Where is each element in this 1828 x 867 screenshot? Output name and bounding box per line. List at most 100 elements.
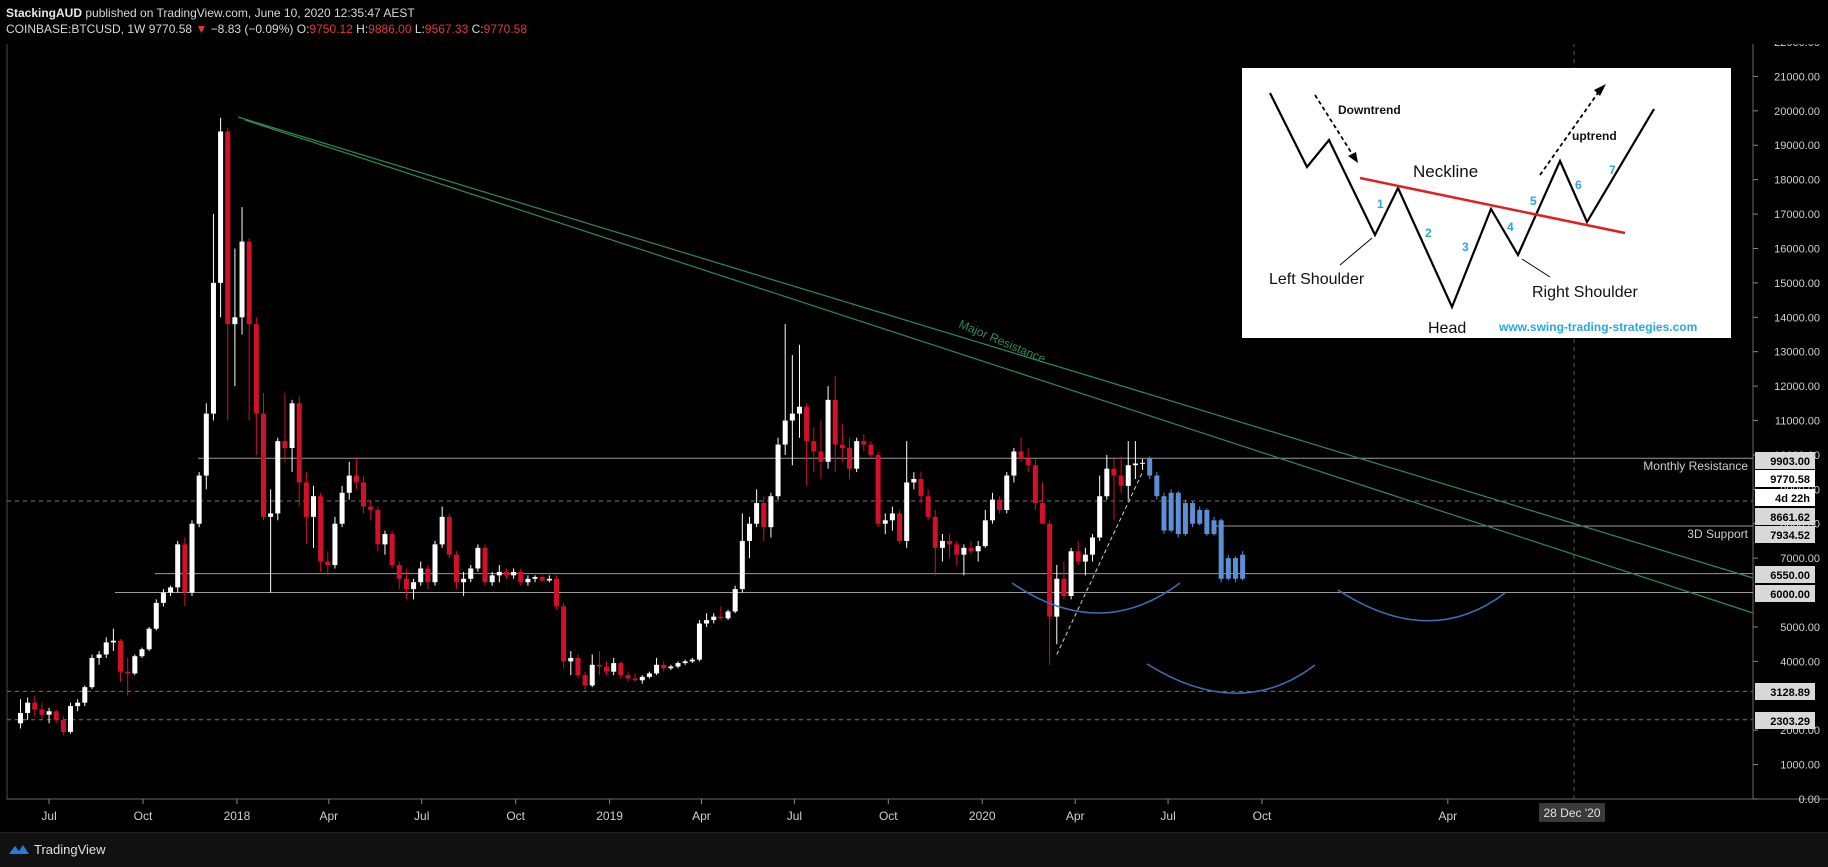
- candle-body: [625, 675, 631, 679]
- candle-body: [711, 616, 717, 621]
- price-label-box: [1755, 526, 1815, 543]
- time-tick-label: Apr: [692, 809, 711, 823]
- candle-body: [682, 661, 688, 664]
- candle-body: [175, 544, 181, 588]
- candle-body: [1054, 578, 1060, 617]
- uptrend-arrow-head: [1594, 84, 1606, 96]
- change-down-icon: ▼: [195, 22, 208, 36]
- trendlines: [237, 116, 1754, 655]
- candle-body: [904, 482, 910, 541]
- time-axis[interactable]: Jul Oct 2018 Apr Jul Oct 2019 Apr Jul Oct 2020 Apr J…: [41, 799, 1605, 823]
- cursor-date-label: 28 Dec '20: [1544, 806, 1601, 820]
- candle-body: [75, 702, 81, 707]
- author-name[interactable]: StackingAUD: [6, 6, 83, 20]
- time-tick-label: Oct: [1253, 809, 1272, 823]
- high-label: H:: [356, 22, 369, 36]
- candle-body: [375, 509, 381, 545]
- candle-body: [604, 666, 610, 672]
- candle-body: [432, 544, 438, 583]
- price-tick-label: 15000.00: [1774, 278, 1820, 290]
- time-tick-label: Apr: [1066, 809, 1085, 823]
- price-tick-label: 11000.00: [1775, 416, 1820, 428]
- time-tick-label: Apr: [319, 809, 338, 823]
- tradingview-logo-icon[interactable]: [8, 842, 30, 856]
- trendline: [237, 116, 1754, 579]
- price-label: 8661.62: [1770, 512, 1810, 524]
- candle-body: [296, 403, 302, 483]
- step-number: 5: [1530, 194, 1537, 208]
- downtrend-label: Downtrend: [1338, 103, 1401, 117]
- price-tick-label: 0.00: [1799, 794, 1820, 806]
- step-number: 1: [1377, 197, 1384, 211]
- candle-body: [997, 499, 1003, 510]
- candle-body: [403, 578, 409, 590]
- projection-candle-body: [1168, 492, 1174, 531]
- candle-body: [182, 544, 188, 593]
- candle-body: [325, 561, 331, 566]
- price-label-box: [1755, 566, 1815, 583]
- candle-body: [839, 444, 845, 449]
- candle-body: [704, 620, 710, 624]
- price-label: 3128.89: [1770, 687, 1810, 699]
- candle-body: [118, 640, 124, 672]
- candle-body: [1018, 451, 1024, 459]
- price-change: −8.83 (−0.09%): [210, 22, 294, 36]
- candle-body: [897, 513, 903, 541]
- candle-body: [818, 451, 824, 462]
- price-tick-label: 20000.00: [1774, 106, 1820, 118]
- candle-body: [153, 602, 159, 629]
- candle-body: [96, 654, 102, 658]
- candle-body: [1140, 462, 1146, 464]
- symbol-label[interactable]: COINBASE:BTCUSD, 1W: [6, 22, 146, 36]
- publish-line: StackingAUD published on TradingView.com…: [6, 6, 415, 20]
- candle-body: [632, 678, 638, 681]
- chart-header: StackingAUD published on TradingView.com…: [0, 0, 1828, 44]
- candle-body: [761, 503, 767, 528]
- price-label: 6550.00: [1770, 570, 1810, 582]
- projection-candle-body: [1161, 496, 1167, 531]
- candle-body: [346, 475, 352, 493]
- candle-body: [539, 577, 545, 581]
- level-label: 3D Support: [1687, 527, 1748, 541]
- candle-body: [568, 657, 574, 662]
- candle-body: [718, 616, 724, 619]
- uptrend-label: uptrend: [1572, 129, 1617, 143]
- price-label-box: [1755, 489, 1815, 506]
- price-tick-label: 4000.00: [1780, 656, 1820, 668]
- candle-body: [53, 711, 59, 720]
- candle-body: [1125, 465, 1131, 486]
- candle-body: [861, 441, 867, 445]
- candle-body: [389, 534, 395, 566]
- candle-body: [596, 664, 602, 667]
- neckline-label: Neckline: [1413, 162, 1478, 181]
- candle-body: [525, 578, 531, 583]
- candle-body: [146, 628, 152, 650]
- candle-body: [489, 575, 495, 583]
- candle-body: [1111, 468, 1117, 476]
- time-tick-label: 2018: [224, 809, 251, 823]
- candle-body: [218, 131, 224, 283]
- ohlc-line: COINBASE:BTCUSD, 1W 9770.58 ▼ −8.83 (−0.…: [6, 22, 527, 36]
- projection-candle-body: [1225, 558, 1231, 579]
- last-price: 9770.58: [148, 22, 193, 36]
- candle-body: [1011, 451, 1017, 476]
- candle-body: [68, 706, 74, 732]
- candle-body: [982, 520, 988, 547]
- candle-body: [1047, 523, 1053, 617]
- candle-body: [89, 657, 95, 688]
- published-text: published on TradingView.com, June 10, 2…: [82, 6, 415, 20]
- time-tick-label: Oct: [134, 809, 153, 823]
- candle-body: [511, 571, 517, 576]
- footer-brand[interactable]: TradingView: [34, 842, 106, 857]
- time-tick-label: 2019: [596, 809, 623, 823]
- candle-body: [332, 523, 338, 566]
- projection-candle-body: [1147, 458, 1153, 476]
- time-tick-label: Oct: [879, 809, 898, 823]
- price-label-box: [1755, 585, 1815, 602]
- step-number: 7: [1609, 163, 1616, 177]
- price-axis[interactable]: 22000.0021000.0020000.0019000.0018000.00…: [1753, 37, 1820, 806]
- candle-body: [932, 516, 938, 548]
- candle-body: [1039, 503, 1045, 524]
- candle-body: [318, 496, 324, 562]
